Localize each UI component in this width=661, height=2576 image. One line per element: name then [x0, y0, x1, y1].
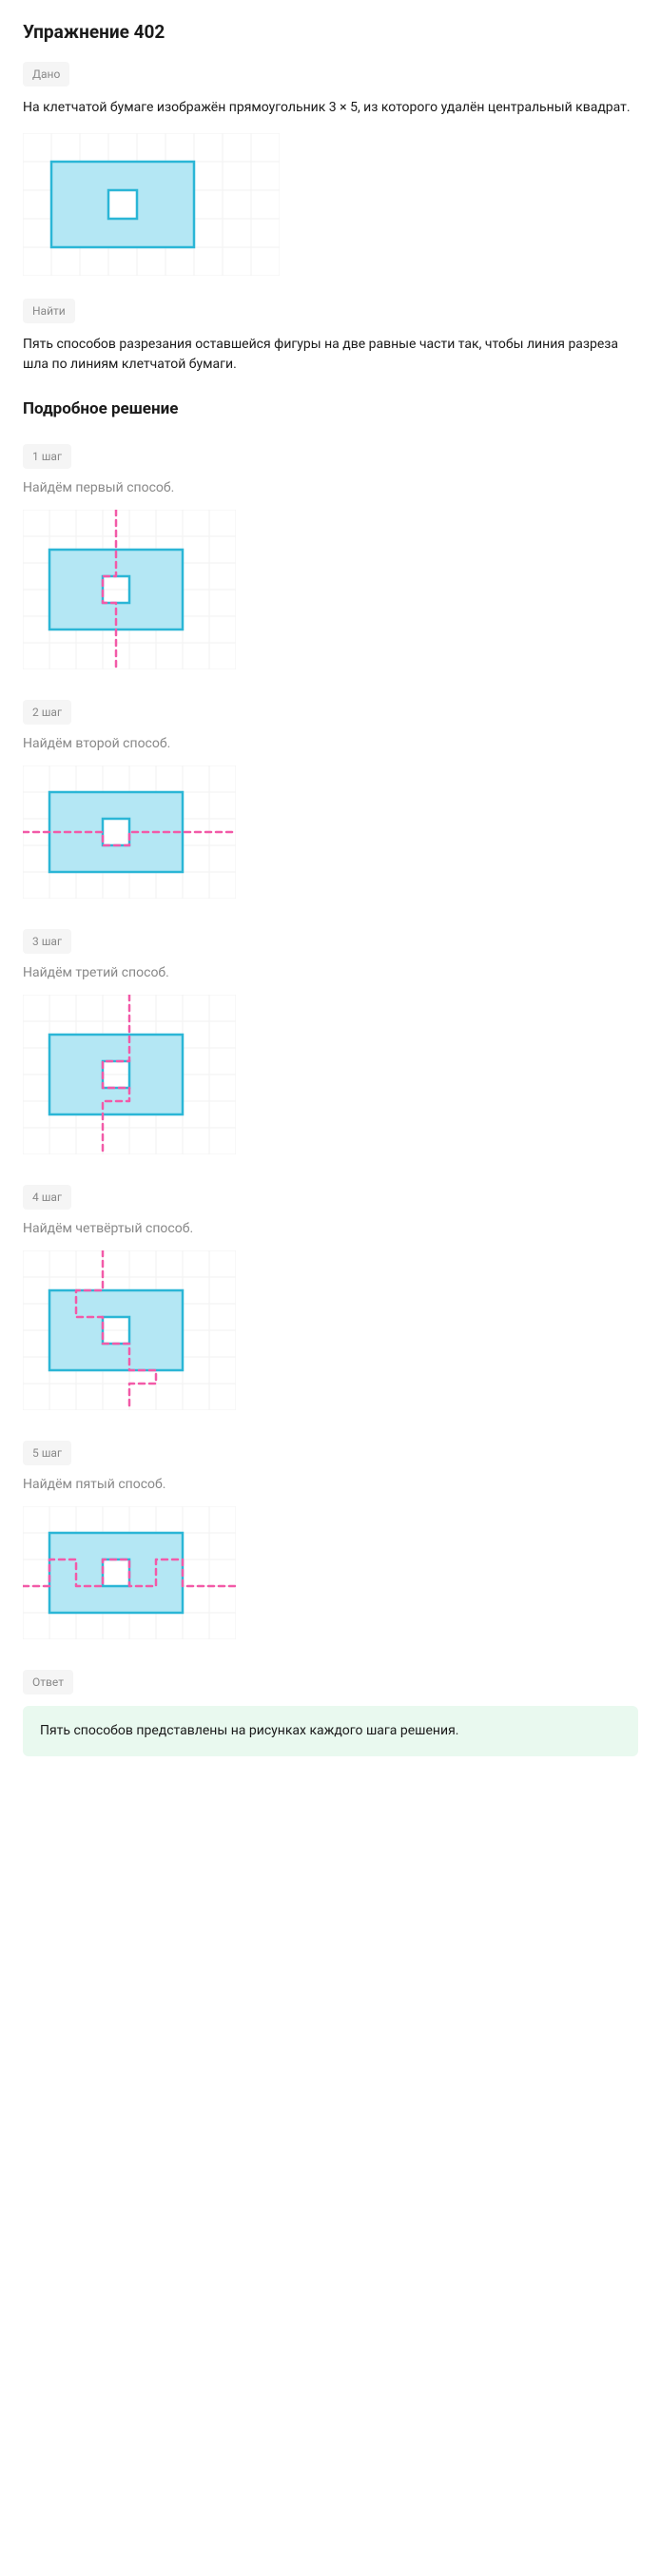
solution-title: Подробное решение — [23, 397, 638, 422]
step-badge: 4 шаг — [23, 1185, 71, 1210]
answer-box: Пять способов представлены на рисунках к… — [23, 1706, 638, 1756]
main-figure — [23, 133, 638, 276]
step-badge: 5 шаг — [23, 1441, 71, 1465]
step-badge: 2 шаг — [23, 700, 71, 725]
step-text: Найдём второй способ. — [23, 734, 638, 754]
step-figure — [23, 1250, 638, 1410]
step-figure — [23, 1506, 638, 1639]
step-figure — [23, 765, 638, 899]
step-badge: 1 шаг — [23, 444, 71, 469]
answer-badge: Ответ — [23, 1670, 73, 1695]
find-badge: Найти — [23, 299, 75, 323]
step-text: Найдём третий способ. — [23, 963, 638, 983]
given-text: На клетчатой бумаге изображён прямоуголь… — [23, 98, 638, 118]
find-text: Пять способов разрезания оставшейся фигу… — [23, 335, 638, 375]
step-badge: 3 шаг — [23, 929, 71, 954]
step-text: Найдём первый способ. — [23, 478, 638, 498]
step-figure — [23, 995, 638, 1154]
step-text: Найдём четвёртый способ. — [23, 1219, 638, 1239]
step-text: Найдём пятый способ. — [23, 1475, 638, 1495]
given-badge: Дано — [23, 62, 69, 87]
step-figure — [23, 510, 638, 669]
exercise-title: Упражнение 402 — [23, 19, 638, 47]
